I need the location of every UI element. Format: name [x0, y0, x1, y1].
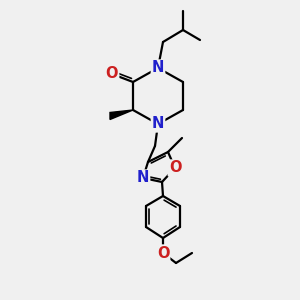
Text: O: O — [157, 245, 169, 260]
Text: O: O — [106, 67, 118, 82]
Polygon shape — [110, 110, 133, 119]
Text: N: N — [152, 116, 164, 131]
Text: O: O — [169, 160, 181, 175]
Text: N: N — [137, 170, 149, 185]
Text: N: N — [152, 61, 164, 76]
